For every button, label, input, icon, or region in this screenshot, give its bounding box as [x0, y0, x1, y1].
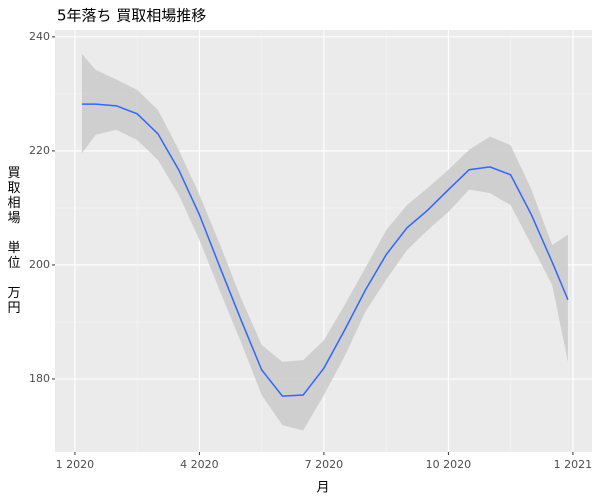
y-tick-label: 220 [29, 144, 50, 157]
y-tick-label: 200 [29, 258, 50, 271]
x-tick-label: 10 2020 [426, 458, 472, 471]
x-tick-label: 4 2020 [180, 458, 219, 471]
chart-title: 5年落ち 買取相場推移 [57, 7, 206, 25]
x-tick-label: 1 2021 [554, 458, 593, 471]
x-tick-label: 7 2020 [305, 458, 344, 471]
confidence-band [81, 53, 568, 431]
y-tick-label: 240 [29, 30, 50, 43]
y-axis-label: 買取相場 単位 万円 [7, 166, 20, 316]
x-tick-label: 1 2020 [56, 458, 95, 471]
fit-line [81, 103, 569, 397]
x-axis-label: 月 [316, 481, 329, 496]
y-tick-label: 180 [29, 372, 50, 385]
